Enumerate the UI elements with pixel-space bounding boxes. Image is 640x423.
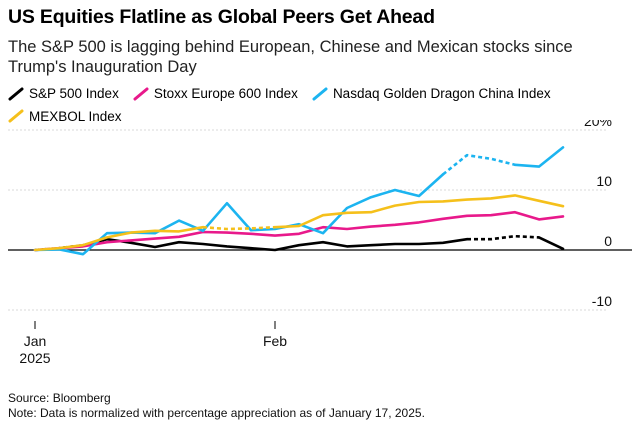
series-s-p-500-index xyxy=(34,234,565,252)
legend-swatch-icon xyxy=(8,108,24,124)
series-line-s-p-500-index-dotted xyxy=(467,234,540,241)
grid-layer xyxy=(8,129,632,311)
legend-swatch-icon xyxy=(8,86,24,102)
series-layer xyxy=(33,146,565,256)
source-note: Source: Bloomberg xyxy=(8,391,111,405)
legend-item-mexbol-index: MEXBOL Index xyxy=(8,107,122,126)
series-line-stoxx-europe-600-index xyxy=(33,210,565,252)
legend-label: MEXBOL Index xyxy=(29,108,122,124)
series-line-nasdaq-golden-dragon-china-index-dotted xyxy=(442,153,516,176)
series-line-s-p-500-index xyxy=(81,237,469,252)
x-tick-sublabel: 2025 xyxy=(19,350,50,366)
series-line-s-p-500-index xyxy=(537,236,565,251)
chart-legend: S&P 500 Index Stoxx Europe 600 Index Nasda… xyxy=(8,84,638,129)
series-nasdaq-golden-dragon-china-index xyxy=(33,146,565,256)
y-tick-label: -10 xyxy=(592,293,612,309)
series-line-mexbol-index xyxy=(273,194,565,229)
chart-title: US Equities Flatline as Global Peers Get… xyxy=(8,6,435,28)
y-tick-label: 0 xyxy=(604,233,612,249)
series-line-mexbol-index xyxy=(33,225,205,252)
series-line-mexbol-index-dotted xyxy=(202,225,276,231)
y-tick-label: 10 xyxy=(596,173,612,189)
legend-label: Nasdaq Golden Dragon China Index xyxy=(332,86,551,101)
series-mexbol-index xyxy=(33,194,565,252)
chart-footer: Source: Bloomberg Note: Data is normaliz… xyxy=(8,391,425,421)
legend-label: Stoxx Europe 600 Index xyxy=(153,86,298,101)
legend-label: S&P 500 Index xyxy=(29,86,119,101)
chart-subtitle: The S&P 500 is lagging behind European, … xyxy=(8,38,573,76)
y-tick-label: 20% xyxy=(584,120,612,129)
series-line-nasdaq-golden-dragon-china-index xyxy=(513,146,565,168)
legend-item-s-p-500-index: S&P 500 Index xyxy=(8,84,119,103)
legend-item-nasdaq-golden-dragon-china-index: Nasdaq Golden Dragon China Index xyxy=(312,84,551,103)
x-tick-label: Feb xyxy=(263,333,287,349)
series-line-nasdaq-golden-dragon-china-index xyxy=(33,173,445,256)
legend-item-stoxx-europe-600-index: Stoxx Europe 600 Index xyxy=(133,84,298,103)
x-tick-label: Jan xyxy=(24,333,47,349)
series-stoxx-europe-600-index xyxy=(33,210,565,252)
data-note: Note: Data is normalized with percentage… xyxy=(8,406,425,420)
legend-swatch-icon xyxy=(312,86,328,102)
legend-swatch-icon xyxy=(133,86,149,102)
